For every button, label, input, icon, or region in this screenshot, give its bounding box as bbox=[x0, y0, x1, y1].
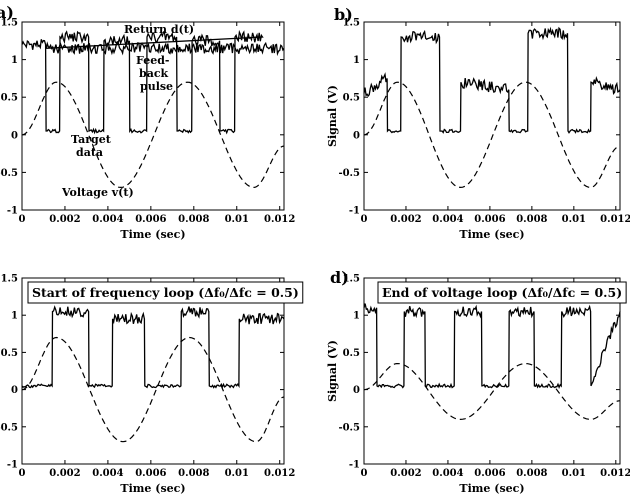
series-return bbox=[363, 26, 621, 134]
x-tick-label: 0.004 bbox=[432, 214, 463, 225]
x-tick-label: 0.002 bbox=[390, 468, 421, 479]
y-tick-label: -1 bbox=[349, 206, 360, 217]
x-tick-label: 0.01 bbox=[562, 468, 586, 479]
x-tick-label: 0.01 bbox=[562, 214, 586, 225]
panel-d: -1 -0.5 0 0.5 1 1.5 0 0.002 0.004 0.006 0.008 0.01 0… bbox=[326, 268, 630, 495]
panel-a: -1 -0.5 0 0.5 1 1.5 0 0.002 0.004 0.006 0.008 0.01 0… bbox=[0, 3, 295, 241]
x-tick-label: 0.012 bbox=[600, 468, 630, 479]
annotation: data bbox=[76, 146, 103, 159]
series-voltage bbox=[21, 336, 285, 443]
y-tick-label: 0.5 bbox=[1, 93, 18, 104]
annotation: pulse bbox=[140, 80, 173, 93]
y-tick-label: 1.5 bbox=[343, 274, 360, 285]
x-tick-label: 0.004 bbox=[432, 468, 463, 479]
panel-title: End of voltage loop (Δf₀/Δfᴄ = 0.5) bbox=[382, 285, 622, 300]
y-tick-label: -0.5 bbox=[0, 422, 18, 433]
y-tick-label: 1.5 bbox=[1, 18, 18, 29]
series-voltage bbox=[363, 81, 621, 189]
plot-frame bbox=[363, 277, 621, 465]
x-axis-label: Time (sec) bbox=[120, 482, 185, 495]
panel-title-box bbox=[27, 281, 304, 304]
y-tick-label: 1.5 bbox=[343, 18, 360, 29]
x-axis-label: Time (sec) bbox=[459, 482, 524, 495]
y-tick-label: -0.5 bbox=[338, 168, 360, 179]
x-tick-label: 0.012 bbox=[264, 468, 295, 479]
x-tick-label: 0.002 bbox=[49, 468, 80, 479]
panel-label: b) bbox=[334, 5, 353, 24]
x-tick-label: 0.008 bbox=[516, 468, 547, 479]
x-tick-label: 0.012 bbox=[600, 214, 630, 225]
y-tick-label: 0 bbox=[11, 130, 18, 141]
plot-frame bbox=[21, 277, 285, 465]
y-tick-label: 1 bbox=[353, 311, 360, 322]
x-axis-label: Time (sec) bbox=[120, 228, 185, 241]
y-tick-label: 0 bbox=[11, 385, 18, 396]
annotation: Return d(t) bbox=[124, 23, 194, 36]
x-tick-label: 0.01 bbox=[225, 468, 249, 479]
x-tick-label: 0 bbox=[19, 214, 26, 225]
panel-label: d) bbox=[330, 268, 349, 287]
annotation: back bbox=[139, 67, 169, 80]
y-axis-label: Signal (V) bbox=[326, 340, 339, 402]
x-tick-label: 0.002 bbox=[390, 214, 421, 225]
y-tick-label: 0.5 bbox=[1, 348, 18, 359]
panel-b: -1 -0.5 0 0.5 1 1.5 0 0.002 0.004 0.006 0.008 0.01 0… bbox=[326, 5, 630, 241]
y-tick-label: 0.5 bbox=[343, 348, 360, 359]
x-tick-label: 0.006 bbox=[474, 214, 505, 225]
y-tick-label: -0.5 bbox=[0, 168, 18, 179]
x-tick-label: 0.006 bbox=[135, 468, 166, 479]
x-tick-label: 0 bbox=[361, 214, 368, 225]
series-voltage-v-t bbox=[21, 81, 285, 189]
y-tick-label: 1 bbox=[11, 55, 18, 66]
x-tick-label: 0 bbox=[361, 468, 368, 479]
annotation: Voltage v(t) bbox=[61, 186, 134, 199]
y-tick-label: 0 bbox=[353, 385, 360, 396]
y-tick-label: 1 bbox=[11, 311, 18, 322]
series-return bbox=[363, 303, 621, 390]
y-tick-label: -1 bbox=[7, 460, 18, 471]
y-tick-label: -1 bbox=[349, 460, 360, 471]
series-voltage bbox=[363, 362, 620, 421]
x-tick-label: 0.006 bbox=[474, 468, 505, 479]
panel-title-box bbox=[377, 281, 627, 304]
x-tick-label: 0.01 bbox=[225, 214, 249, 225]
x-tick-label: 0.012 bbox=[264, 214, 295, 225]
plot-frame bbox=[21, 21, 285, 211]
y-tick-label: 1 bbox=[353, 55, 360, 66]
y-tick-label: 0.5 bbox=[343, 93, 360, 104]
x-tick-label: 0.002 bbox=[49, 214, 80, 225]
x-tick-label: 0.008 bbox=[178, 214, 209, 225]
panel-c: -1 -0.5 0 0.5 1 1.5 0 0.002 0.004 0.006 0.008 0.01 0… bbox=[0, 274, 304, 495]
series-return-d-t bbox=[21, 29, 285, 135]
annotation: Feed- bbox=[136, 54, 169, 67]
x-tick-label: 0.004 bbox=[92, 468, 123, 479]
y-tick-label: 0 bbox=[353, 130, 360, 141]
plot-frame bbox=[363, 21, 621, 211]
panel-title: Start of frequency loop (Δf₀/Δfᴄ = 0.5) bbox=[32, 285, 299, 300]
x-tick-label: 0.004 bbox=[92, 214, 123, 225]
y-tick-label: -1 bbox=[7, 206, 18, 217]
series-return bbox=[21, 305, 285, 389]
x-tick-label: 0.008 bbox=[516, 214, 547, 225]
y-axis-label: Signal (V) bbox=[326, 85, 339, 147]
y-tick-label: -0.5 bbox=[338, 422, 360, 433]
x-tick-label: 0 bbox=[19, 468, 26, 479]
annotation: Target bbox=[71, 133, 112, 146]
x-axis-label: Time (sec) bbox=[459, 228, 524, 241]
y-tick-label: 1.5 bbox=[1, 274, 18, 285]
x-tick-label: 0.006 bbox=[135, 214, 166, 225]
x-tick-label: 0.008 bbox=[178, 468, 209, 479]
panel-label: a) bbox=[0, 3, 14, 22]
